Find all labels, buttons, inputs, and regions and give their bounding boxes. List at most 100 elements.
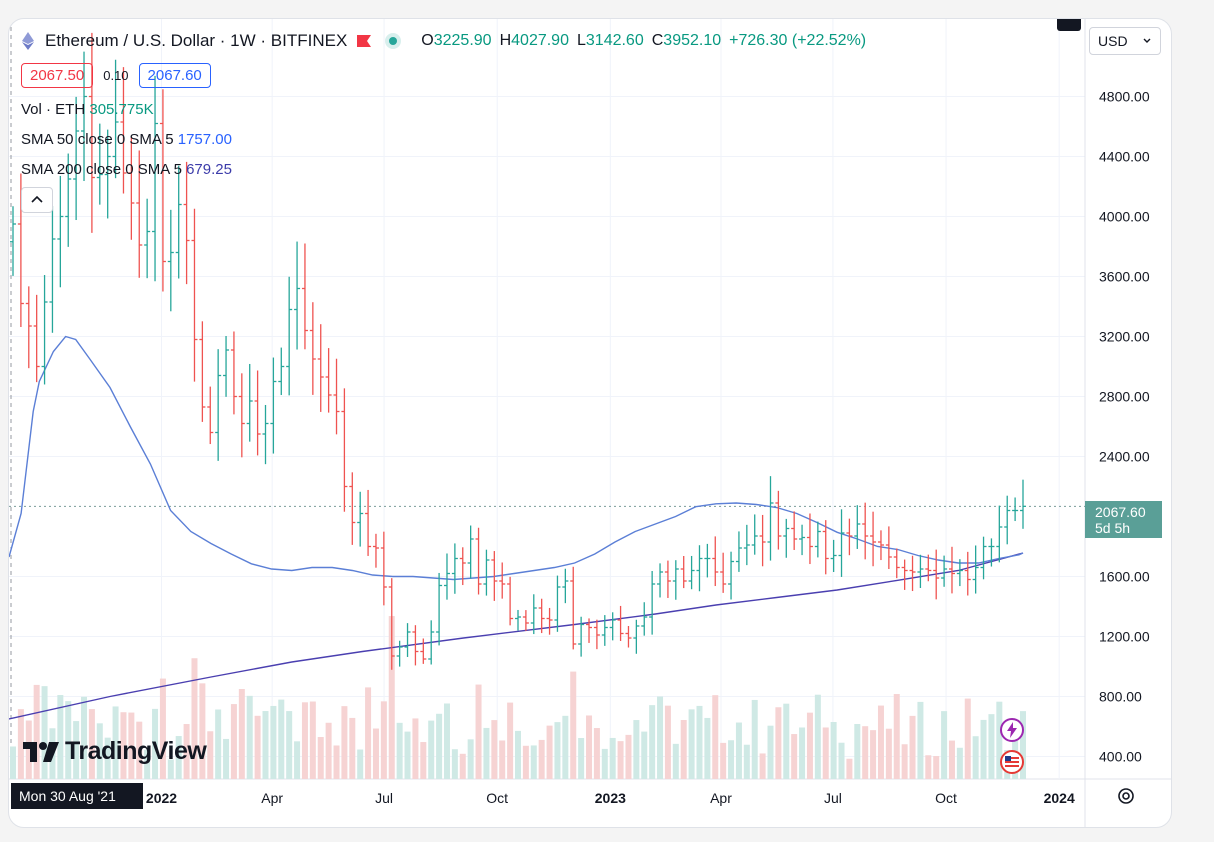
volume-bar [767,725,774,779]
x-tick-label: Jul [824,790,842,806]
symbol-title[interactable]: Ethereum / U.S. Dollar · 1W · BITFINEX [45,31,348,50]
ohlc-bar [167,209,174,312]
ohlc-bar [664,560,671,598]
lightning-icon[interactable] [999,717,1025,743]
top-toggle-button[interactable] [1057,19,1081,31]
ohlc-bar [806,513,813,565]
buy-price-button[interactable]: 2067.60 [138,63,211,88]
volume-bar [672,743,679,779]
ohlc-bar [294,241,301,350]
ohlc-bar [877,530,884,561]
volume-bar [507,702,514,779]
sma50-legend[interactable]: SMA 50 close 0 SMA 5 1757.00 [21,131,232,148]
volume-bar [215,709,222,779]
volume-bar [428,720,435,779]
volume-bar [254,715,261,779]
volume-bar [554,722,561,779]
y-tick-label: 400.00 [1099,749,1142,765]
open-value: 3225.90 [433,32,492,49]
time-axis[interactable]: 2022 Apr Jul Oct 2023 Apr Jul Oct 2024 [146,790,1075,806]
crosshair-date-label: Mon 30 Aug '21 [11,783,143,809]
y-tick-label: 3200.00 [1099,329,1150,345]
x-tick-label: Jul [375,790,393,806]
tradingview-logo[interactable]: TradingView [23,737,207,766]
volume-bar [799,727,806,779]
volume-bar [909,715,916,779]
chevron-up-icon [31,195,43,203]
ohlc-bar [152,75,159,282]
volume-bar [81,696,88,779]
ohlc-bar [207,386,214,445]
sma200-legend[interactable]: SMA 200 close 0 SMA 5 679.25 [21,161,232,178]
volume-bar [144,749,151,779]
volume-bar [25,720,32,779]
ohlc-bar [546,607,553,635]
ohlc-bar [467,525,474,579]
ohlc-bar [720,552,727,593]
volume-bar [41,686,48,779]
volume-bar [649,705,656,779]
volume-bar [664,705,671,779]
ohlc-bar [459,547,466,586]
ohlc-bar [641,602,648,636]
volume-bar [286,711,293,779]
volume-bar [10,746,16,779]
ohlc-bar [25,286,32,369]
volume-bar [941,711,948,779]
volume-bar [396,722,403,779]
volume-bar [65,701,72,779]
volume-legend[interactable]: Vol · ETH 305.775K [21,101,154,118]
volume-bar [483,727,490,779]
volume-bar [372,728,379,779]
currency-select[interactable]: USD [1089,27,1161,55]
volume-bar [1020,711,1026,779]
settings-gear-icon[interactable] [1115,785,1137,807]
y-tick-label: 2400.00 [1099,449,1150,465]
bid-ask-row: 2067.50 0.10 2067.60 [21,63,211,88]
volume-bar [167,759,174,779]
ohlc-bar [941,555,948,587]
ohlc-bar [838,509,845,577]
volume-bar [436,713,443,779]
ohlc-bar [475,527,482,595]
collapse-legend-button[interactable] [21,187,53,213]
volume-bar [956,747,963,779]
us-flag-icon[interactable] [999,749,1025,775]
ohlc-bar [372,533,379,568]
volume-bar [633,720,640,779]
ohlc-bar [144,198,151,279]
volume-bar [246,695,253,779]
ohlc-bar [980,536,987,580]
volume-bar [136,721,143,779]
volume-bar [964,698,971,779]
ohlc-bar [712,536,719,587]
volume-bar [515,730,521,779]
volume-bar [73,721,80,779]
ohlc-bar [933,549,940,600]
price-axis[interactable]: 4800.00 4400.00 4000.00 3600.00 3200.00 2800.… [1099,89,1150,765]
ohlc-bar [57,175,64,288]
ohlc-bar [1004,495,1011,545]
ohlc-bar [396,640,403,667]
volume-bar [933,756,940,779]
volume-bar [735,722,742,779]
ohlc-bar [325,348,332,413]
volume-bar [720,742,727,779]
x-tick-label: Apr [261,790,283,806]
volume-bar [120,712,127,779]
ohlc-bar [830,539,837,572]
ohlc-bar [759,514,766,567]
close-value: 3952.10 [663,32,722,49]
ohlc-bar [278,347,285,396]
price-chart[interactable]: 4800.00 4400.00 4000.00 3600.00 3200.00 2800.… [9,19,1171,827]
ohlc-bar [159,89,166,292]
ohlc-bar [420,638,427,664]
volume-bar [862,726,869,779]
volume-bar [230,704,237,779]
ohlc-bar [893,548,900,579]
ohlc-bar [672,560,679,600]
ohlc-bar [735,531,742,572]
volume-bar [294,741,301,779]
ohlc-bar [104,129,111,219]
sell-price-button[interactable]: 2067.50 [21,63,94,88]
